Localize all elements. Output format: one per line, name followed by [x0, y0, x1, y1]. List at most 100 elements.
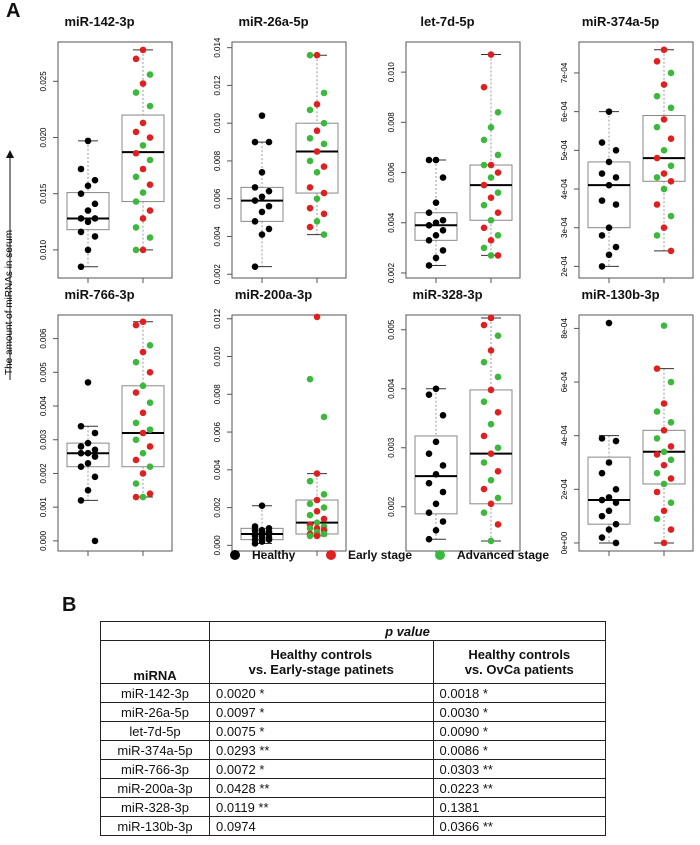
point-early [139, 470, 147, 477]
point-early [313, 101, 321, 108]
point-healthy [258, 538, 266, 545]
point-early [313, 148, 321, 155]
y-tick-label: 8e-04 [560, 318, 569, 339]
point-advanced [146, 426, 154, 433]
point-healthy [605, 494, 613, 501]
table-header-p-value: p value [209, 621, 606, 641]
y-tick-label: 0.004 [213, 226, 222, 247]
plot-frame [578, 314, 694, 552]
point-healthy [432, 199, 440, 206]
point-advanced [146, 463, 154, 471]
chart-plot: 0.002 0.003 0.004 0.005 [387, 314, 521, 556]
point-advanced [320, 413, 328, 421]
point-early [653, 365, 661, 372]
point-early [313, 508, 321, 515]
table-body: miR-142-3p 0.0020 * 0.0018 * miR-26a-5p 0.00… [100, 683, 606, 836]
table-cell-p-early: 0.0097 * [209, 702, 434, 722]
point-healthy [605, 507, 613, 515]
point-early [132, 149, 140, 157]
point-advanced [132, 224, 140, 231]
point-early [487, 161, 495, 169]
point-healthy [612, 243, 620, 251]
point-advanced [132, 246, 140, 254]
table-cell-mirna: miR-766-3p [100, 759, 210, 779]
point-advanced [320, 504, 328, 511]
point-healthy [598, 496, 606, 504]
chart-title: let-7d-5p [420, 14, 475, 29]
point-early [667, 475, 675, 482]
point-healthy [91, 453, 99, 460]
point-healthy [425, 209, 433, 217]
point-healthy [251, 540, 259, 547]
point-advanced [653, 92, 661, 100]
point-advanced [494, 151, 502, 159]
point-early [146, 181, 154, 189]
point-healthy [84, 439, 92, 447]
point-advanced [146, 399, 154, 406]
point-healthy [258, 231, 266, 238]
point-advanced [139, 189, 147, 196]
point-healthy [425, 479, 433, 487]
y-axis-label: The amount of miRNAs in serum [4, 150, 14, 380]
point-healthy [598, 197, 606, 204]
point-healthy [91, 446, 99, 454]
point-healthy [598, 170, 606, 177]
point-healthy [425, 391, 433, 398]
point-healthy [605, 319, 613, 327]
plot-frame [57, 41, 173, 279]
point-healthy [258, 208, 266, 216]
point-early [480, 224, 488, 232]
point-healthy [605, 224, 613, 232]
table-header-ovca-line1: Healthy controls [468, 647, 571, 662]
point-healthy [425, 450, 433, 457]
table-cell-p-ovca: 0.0366 ** [432, 816, 606, 836]
point-advanced [139, 382, 147, 390]
legend-item-early: Early stage [326, 548, 412, 562]
point-healthy [84, 487, 92, 494]
point-advanced [653, 174, 661, 181]
point-advanced [306, 477, 314, 485]
y-tick-label: 0.014 [213, 37, 222, 58]
point-early [306, 184, 314, 191]
point-healthy [265, 536, 273, 543]
point-healthy [432, 527, 440, 534]
table-header-early: Healthy controls vs. Early-stage patinet… [209, 640, 434, 684]
point-healthy [612, 147, 620, 154]
point-early [653, 451, 661, 458]
point-advanced [132, 480, 140, 487]
point-early [660, 170, 668, 177]
table-cell-p-early: 0.0974 [209, 816, 434, 836]
point-early [320, 210, 328, 218]
point-advanced [480, 244, 488, 252]
point-advanced [653, 123, 661, 131]
point-healthy [258, 502, 266, 509]
y-tick-label: 0.002 [213, 264, 222, 285]
table-cell-mirna: miR-200a-3p [100, 778, 210, 798]
point-healthy [265, 187, 273, 195]
point-healthy [77, 422, 85, 430]
point-healthy [77, 443, 85, 450]
point-advanced [667, 69, 675, 77]
point-healthy [432, 219, 440, 227]
chart-plot: 0.000 0.002 0.004 0.006 0.008 0.010 0.012 [213, 309, 347, 556]
table-cell-p-early: 0.0293 ** [209, 740, 434, 760]
legend-dot-healthy [230, 550, 240, 560]
y-tick-label: 0.001 [39, 497, 48, 518]
point-advanced [139, 142, 147, 149]
y-tick-label: 0.006 [387, 162, 396, 183]
point-early [139, 409, 147, 417]
point-healthy [612, 539, 620, 547]
point-advanced [146, 71, 154, 78]
point-early [487, 314, 495, 322]
table-cell-p-ovca: 0.1381 [432, 797, 606, 817]
y-tick-label: 2e-04 [560, 256, 569, 277]
table-row: miR-328-3p 0.0119 ** 0.1381 [100, 797, 606, 817]
point-early [660, 461, 668, 469]
box [414, 212, 458, 241]
point-early [487, 347, 495, 354]
point-advanced [487, 216, 495, 224]
point-advanced [494, 108, 502, 116]
point-advanced [487, 537, 495, 545]
point-advanced [480, 161, 488, 169]
point-advanced [146, 102, 154, 110]
